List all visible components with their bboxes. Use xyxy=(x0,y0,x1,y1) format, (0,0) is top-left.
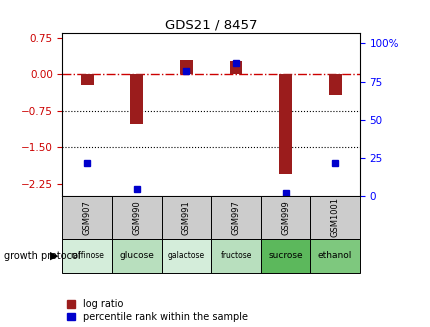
Bar xyxy=(130,74,143,124)
Text: sucrose: sucrose xyxy=(267,251,302,260)
Bar xyxy=(180,60,192,74)
Bar xyxy=(310,196,359,239)
Bar xyxy=(211,196,260,239)
Bar xyxy=(62,196,112,239)
Bar xyxy=(112,239,161,273)
Bar xyxy=(81,74,93,85)
Text: raffinose: raffinose xyxy=(70,251,104,260)
Bar xyxy=(260,239,310,273)
Bar xyxy=(260,196,310,239)
Text: ▶: ▶ xyxy=(49,251,58,261)
Bar xyxy=(161,239,211,273)
Bar xyxy=(211,239,260,273)
Text: GSM990: GSM990 xyxy=(132,200,141,235)
Text: glucose: glucose xyxy=(119,251,154,260)
Text: fructose: fructose xyxy=(220,251,251,260)
Text: galactose: galactose xyxy=(167,251,205,260)
Title: GDS21 / 8457: GDS21 / 8457 xyxy=(165,19,257,31)
Bar xyxy=(229,60,242,74)
Bar xyxy=(112,196,161,239)
Legend: log ratio, percentile rank within the sample: log ratio, percentile rank within the sa… xyxy=(67,299,247,322)
Text: GSM997: GSM997 xyxy=(231,200,240,235)
Bar xyxy=(161,196,211,239)
Text: GSM907: GSM907 xyxy=(83,200,92,235)
Text: growth protocol: growth protocol xyxy=(4,251,81,261)
Text: GSM1001: GSM1001 xyxy=(330,198,339,237)
Bar xyxy=(328,74,341,95)
Bar xyxy=(310,239,359,273)
Text: GSM991: GSM991 xyxy=(181,200,190,235)
Text: GSM999: GSM999 xyxy=(280,200,289,235)
Bar xyxy=(62,239,112,273)
Text: ethanol: ethanol xyxy=(317,251,351,260)
Bar xyxy=(279,74,291,174)
